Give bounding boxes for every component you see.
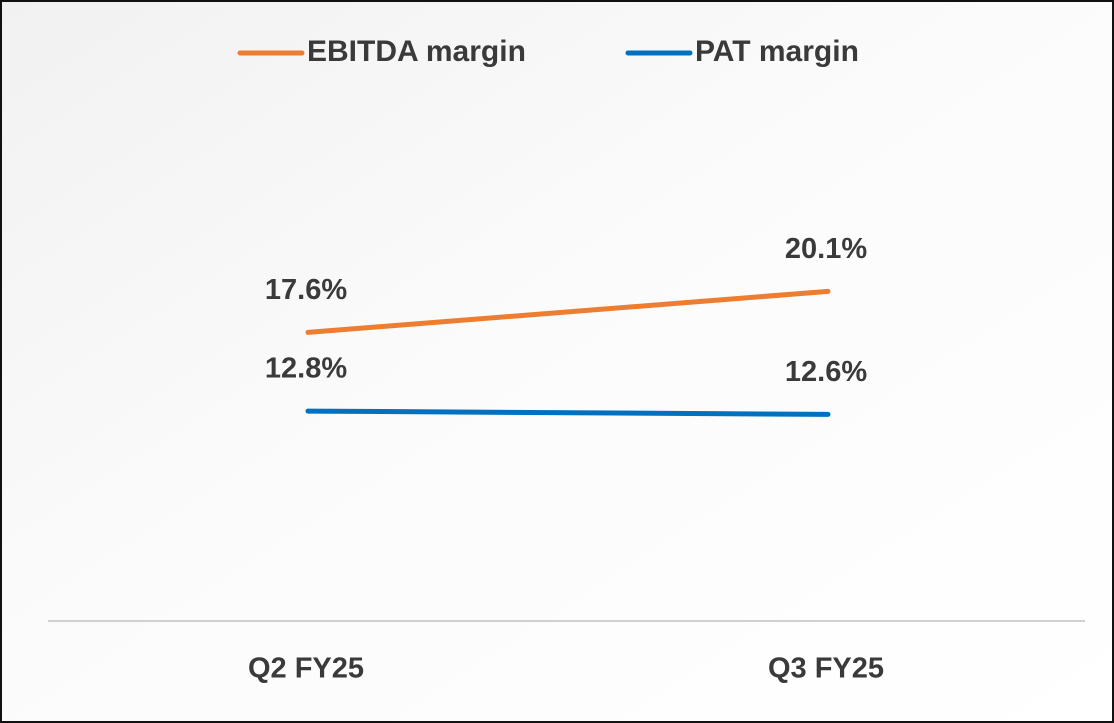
data-label: 12.8% (265, 353, 347, 385)
x-tick-label: Q2 FY25 (248, 653, 364, 685)
x-tick-label: Q3 FY25 (768, 653, 884, 685)
legend-label: EBITDA margin (307, 35, 526, 68)
legend-label: PAT margin (695, 35, 859, 68)
data-label: 20.1% (785, 233, 867, 265)
data-label: 12.6% (785, 356, 867, 388)
series-line (305, 408, 831, 417)
series-line (305, 288, 831, 335)
data-label: 17.6% (265, 274, 347, 306)
